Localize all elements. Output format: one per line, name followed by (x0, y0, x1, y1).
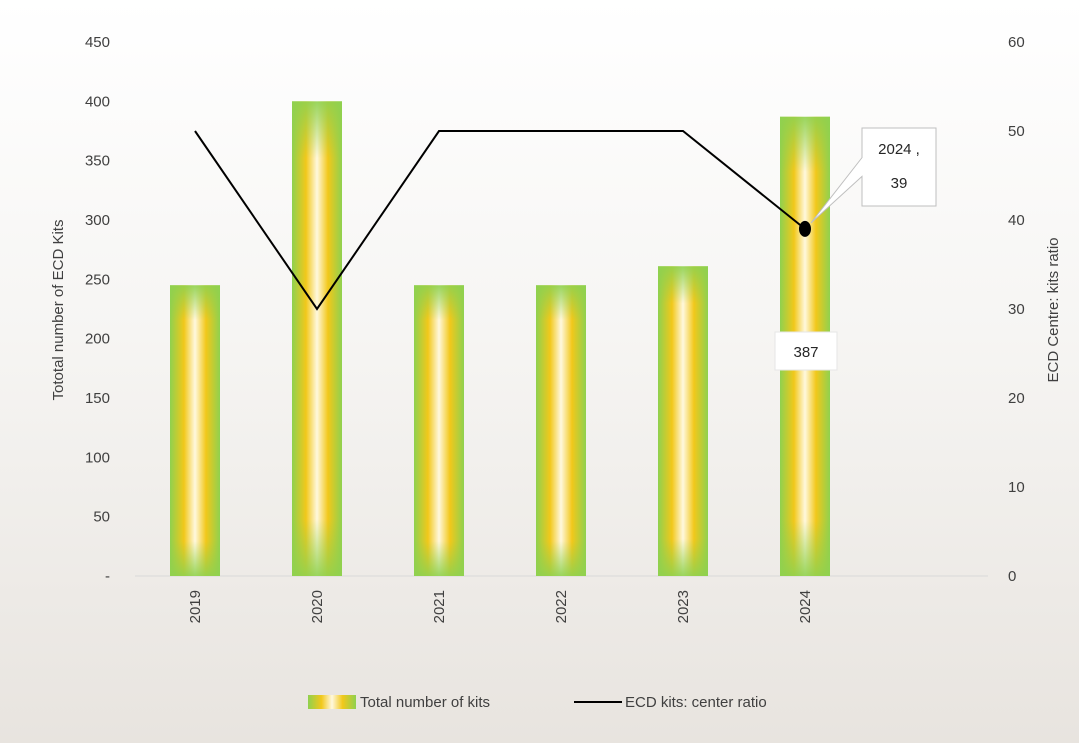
left-tick-label: 450 (85, 34, 110, 51)
right-tick-label: 0 (1008, 568, 1016, 585)
line-callout-label-category: 2024 , (878, 141, 920, 158)
left-axis-title: Tototal number of ECD Kits (50, 220, 67, 401)
x-tick-label: 2021 (431, 590, 448, 623)
ratio-line (194, 130, 806, 311)
left-tick-label: 250 (85, 271, 110, 288)
left-tick-label: 100 (85, 449, 110, 466)
left-tick-label: 200 (85, 331, 110, 348)
bar-shade (292, 101, 342, 576)
legend-item-line: ECD kits: center ratio (574, 694, 767, 711)
annotations: 387 2024 , 39 (774, 127, 937, 371)
x-tick-label: 2024 (797, 590, 814, 623)
bar-shade (414, 285, 464, 576)
line-callout-label-value: 39 (891, 175, 908, 192)
right-axis-title: ECD Centre: kits ratio (1045, 237, 1062, 382)
legend-label-bars: Total number of kits (360, 694, 490, 711)
right-tick-label: 40 (1008, 212, 1025, 229)
right-tick-label: 10 (1008, 479, 1025, 496)
left-tick-label: 350 (85, 153, 110, 170)
bar-shade (536, 285, 586, 576)
right-tick-label: 50 (1008, 123, 1025, 140)
left-tick-label: 150 (85, 390, 110, 407)
legend-swatch-bars (308, 695, 356, 709)
bar-value-label: 387 (793, 344, 818, 361)
bar-value-label-box (774, 331, 838, 371)
x-tick-label: 2022 (553, 590, 570, 623)
legend: Total number of kits ECD kits: center ra… (308, 694, 767, 711)
left-axis-ticks: - 50 100 150 200 250 300 350 400 450 (85, 34, 110, 585)
left-tick-label: 50 (93, 509, 110, 526)
x-tick-label: 2020 (309, 590, 326, 623)
legend-label-line: ECD kits: center ratio (625, 694, 767, 711)
left-tick-label: 400 (85, 93, 110, 110)
left-tick-label: - (105, 568, 110, 585)
bar-shade (658, 266, 708, 576)
highlight-point (799, 220, 811, 237)
bar-shade (170, 285, 220, 576)
line-callout-box (810, 127, 937, 224)
line-series (194, 130, 811, 311)
right-tick-label: 30 (1008, 301, 1025, 318)
right-axis-ticks: 0 10 20 30 40 50 60 (1008, 34, 1025, 585)
x-tick-label: 2023 (675, 590, 692, 623)
x-axis-ticks: 2019 2020 2021 2022 2023 2024 (187, 590, 814, 623)
right-tick-label: 20 (1008, 390, 1025, 407)
left-tick-label: 300 (85, 212, 110, 229)
bar-series (170, 101, 830, 576)
legend-item-bars: Total number of kits (308, 694, 490, 711)
right-tick-label: 60 (1008, 34, 1025, 51)
x-tick-label: 2019 (187, 590, 204, 623)
